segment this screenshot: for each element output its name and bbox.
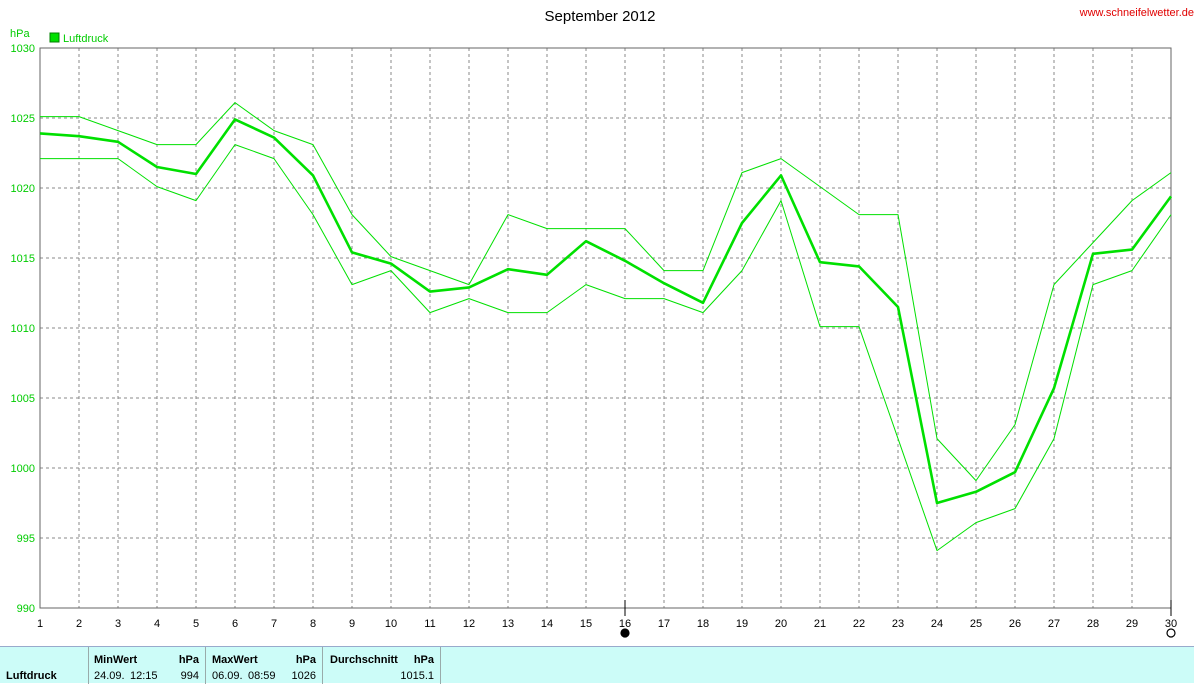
x-tick-label: 9: [349, 618, 355, 630]
stats-footer: Luftdruck MinWert hPa 24.09. 12:15 994 M…: [0, 646, 1194, 684]
x-tick-label: 28: [1087, 618, 1099, 630]
series: [39, 102, 1173, 552]
avg-header: Durchschnitt: [330, 654, 398, 666]
y-tick-label: 1015: [11, 253, 35, 265]
max-date: 06.09.: [212, 670, 243, 682]
y-tick-label: 1025: [11, 113, 35, 125]
pressure-chart: September 2012 www.schneifelwetter.de hP…: [10, 7, 1194, 638]
y-tick-label: 1005: [11, 393, 35, 405]
legend-label: Luftdruck: [63, 33, 109, 45]
footer-min-cell: MinWert hPa 24.09. 12:15 994: [89, 647, 206, 684]
x-tick-label: 15: [580, 618, 592, 630]
y-tick-label: 1000: [11, 463, 35, 475]
x-tick-label: 1: [37, 618, 43, 630]
x-tick-label: 6: [232, 618, 238, 630]
y-ticks: 990 995 1000 1005 1010 1015 1020 1025 1030: [11, 43, 35, 615]
series-line-mean: [39, 118, 1173, 505]
x-tick-label: 2: [76, 618, 82, 630]
max-header: MaxWert: [212, 654, 258, 666]
x-tick-label: 21: [814, 618, 826, 630]
site-link[interactable]: www.schneifelwetter.de: [1079, 7, 1194, 19]
min-unit: hPa: [178, 654, 199, 666]
x-tick-label: 20: [775, 618, 787, 630]
x-tick-label: 27: [1048, 618, 1060, 630]
max-value: 1026: [291, 670, 316, 682]
x-tick-label: 12: [463, 618, 475, 630]
x-tick-label: 16: [619, 618, 631, 630]
x-tick-label: 14: [541, 618, 553, 630]
min-time: 12:15: [130, 670, 158, 682]
markers: [620, 600, 1176, 638]
avg-value: 1015.1: [400, 670, 434, 682]
max-unit: hPa: [295, 654, 316, 666]
x-ticks: 1 2 3 4 5 6 7 8 9 10 11 12 13 14 15 16 17 18 19 20 21 22 23 24 2…: [37, 618, 1177, 630]
x-tick-label: 11: [424, 618, 435, 630]
x-tick-label: 5: [193, 618, 199, 630]
x-tick-label: 17: [658, 618, 670, 630]
x-tick-label: 3: [115, 618, 121, 630]
x-tick-label: 24: [931, 618, 943, 630]
footer-row-label: Luftdruck: [6, 670, 57, 682]
footer-label-cell: Luftdruck: [0, 647, 89, 684]
y-tick-label: 995: [17, 533, 35, 545]
marker-filled-circle: [620, 628, 630, 638]
y-tick-label: 1010: [11, 323, 35, 335]
grid: [40, 48, 1171, 608]
x-tick-label: 4: [154, 618, 160, 630]
series-line-max: [40, 102, 1172, 482]
min-value: 994: [180, 670, 199, 682]
x-tick-label: 25: [970, 618, 982, 630]
max-time: 08:59: [248, 670, 276, 682]
footer-avg-cell: Durchschnitt hPa 1015.1: [323, 647, 441, 684]
x-tick-label: 19: [736, 618, 748, 630]
avg-unit: hPa: [413, 654, 434, 666]
x-tick-label: 23: [892, 618, 904, 630]
y-tick-label: 990: [17, 603, 35, 615]
x-tick-label: 26: [1009, 618, 1021, 630]
x-tick-label: 18: [697, 618, 709, 630]
y-unit-label: hPa: [10, 28, 30, 40]
x-tick-label: 10: [385, 618, 397, 630]
legend-swatch: [49, 32, 60, 43]
x-tick-label: 8: [310, 618, 316, 630]
series-line-min: [40, 144, 1172, 552]
marker-open-circle: [1166, 628, 1176, 638]
x-tick-label: 22: [853, 618, 865, 630]
plot-frame: [39, 47, 1172, 609]
footer-max-cell: MaxWert hPa 06.09. 08:59 1026: [206, 647, 323, 684]
y-tick-label: 1020: [11, 183, 35, 195]
y-tick-label: 1030: [11, 43, 35, 55]
chart-title: September 2012: [545, 8, 656, 25]
x-tick-label: 30: [1165, 618, 1177, 630]
min-date: 24.09.: [94, 670, 125, 682]
x-tick-label: 7: [271, 618, 277, 630]
x-tick-label: 13: [502, 618, 514, 630]
min-header: MinWert: [94, 654, 138, 666]
x-tick-label: 29: [1126, 618, 1138, 630]
